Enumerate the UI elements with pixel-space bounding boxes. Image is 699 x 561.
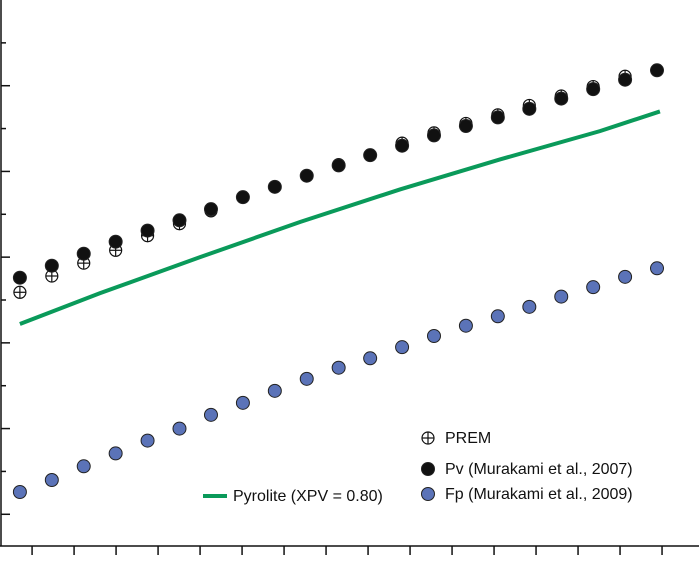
marker-dot — [421, 462, 435, 476]
legend-label: Pyrolite (XPV = 0.80) — [233, 488, 383, 505]
data-point — [490, 309, 505, 324]
marker-dot — [140, 223, 155, 238]
data-point — [299, 168, 314, 183]
pyrolite-line — [19, 109, 661, 326]
data-point — [618, 72, 633, 87]
marker-dot — [426, 128, 441, 143]
marker-dot — [421, 487, 435, 501]
marker-dot — [554, 91, 569, 106]
data-point — [267, 383, 282, 398]
data-point — [203, 202, 218, 217]
marker-dot — [363, 148, 378, 163]
marker-dot — [458, 318, 473, 333]
data-point — [618, 269, 633, 284]
data-point — [235, 395, 250, 410]
marker-dot — [235, 190, 250, 205]
marker-dot — [172, 213, 187, 228]
data-point — [12, 270, 27, 285]
marker-dot — [76, 459, 91, 474]
data-point — [108, 234, 123, 249]
data-point — [650, 261, 665, 276]
marker-dot — [299, 168, 314, 183]
marker-dot — [395, 340, 410, 355]
data-point — [172, 421, 187, 436]
data-point — [12, 485, 27, 499]
data-point — [267, 179, 282, 194]
data-point — [76, 246, 91, 261]
marker-dot — [522, 101, 537, 116]
data-point — [426, 329, 441, 343]
marker-dot — [650, 261, 665, 276]
data-point — [44, 473, 59, 487]
marker — [421, 431, 435, 445]
data-point — [554, 289, 569, 304]
legend-label: PREM — [445, 430, 491, 447]
marker-dot — [203, 407, 218, 422]
data-point — [522, 299, 537, 314]
marker-dot — [267, 383, 282, 398]
data-point — [108, 446, 123, 461]
data-point — [554, 91, 569, 106]
data-point — [235, 190, 250, 205]
marker-dot — [267, 179, 282, 194]
data-point — [44, 258, 59, 273]
marker-dot — [554, 289, 569, 304]
data-point — [76, 459, 91, 474]
data-point — [363, 148, 378, 163]
legend-label: Fp (Murakami et al., 2009) — [445, 486, 633, 503]
data-point — [172, 213, 187, 228]
marker-dot — [618, 269, 633, 284]
marker-dot — [140, 433, 155, 448]
marker-dot — [618, 72, 633, 87]
data-point — [650, 63, 665, 78]
marker-dot — [522, 299, 537, 314]
data-point — [395, 340, 410, 355]
data-point — [586, 280, 601, 295]
marker-dot — [12, 485, 27, 499]
data-point — [395, 138, 410, 153]
marker-dot — [395, 138, 410, 153]
marker-dot — [586, 280, 601, 295]
data-point — [140, 223, 155, 238]
marker-dot — [44, 258, 59, 273]
marker — [421, 462, 435, 476]
marker-dot — [12, 270, 27, 285]
data-point — [331, 158, 346, 173]
marker-dot — [76, 246, 91, 261]
marker-dot — [108, 234, 123, 249]
legend-label: Pv (Murakami et al., 2007) — [445, 461, 633, 478]
data-point — [363, 351, 378, 366]
data-point — [426, 128, 441, 143]
data-point — [458, 119, 473, 133]
marker-dot — [172, 421, 187, 436]
data-point — [13, 285, 27, 299]
marker-dot — [331, 360, 346, 375]
data-point — [45, 269, 59, 283]
marker-dot — [299, 371, 314, 386]
data-point — [299, 371, 314, 386]
data-point — [458, 318, 473, 333]
marker-dot — [586, 82, 601, 97]
marker-dot — [650, 63, 665, 78]
marker-dot — [426, 329, 441, 343]
data-point — [586, 82, 601, 97]
marker-dot — [108, 446, 123, 461]
data-point — [522, 101, 537, 116]
marker-dot — [235, 395, 250, 410]
marker-dot — [490, 110, 505, 125]
marker-dot — [490, 309, 505, 324]
marker-dot — [203, 202, 218, 217]
data-point — [140, 433, 155, 448]
marker — [421, 487, 435, 501]
data-point — [331, 360, 346, 375]
marker-dot — [331, 158, 346, 173]
data-point — [203, 407, 218, 422]
marker-dot — [363, 351, 378, 366]
marker-dot — [458, 119, 473, 133]
marker-dot — [44, 473, 59, 487]
data-point — [490, 110, 505, 125]
